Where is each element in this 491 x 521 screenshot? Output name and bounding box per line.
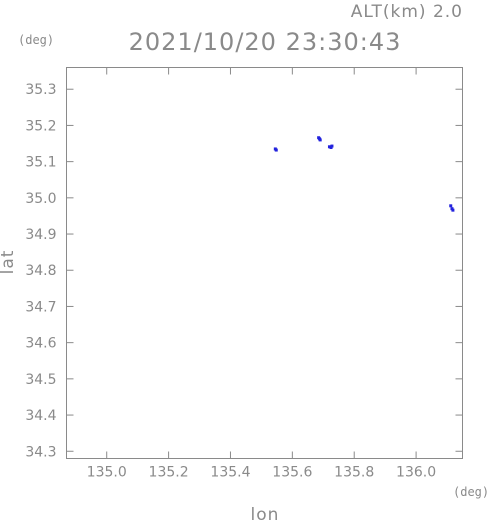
y-tick-label: 34.9 (25, 227, 56, 243)
y-tick-label: 34.8 (25, 263, 56, 279)
scatter-point (274, 148, 278, 152)
x-tick-label: 135.0 (87, 465, 127, 481)
scatter-point (449, 204, 453, 208)
y-tick-label: 34.5 (25, 372, 56, 388)
scatter-point (327, 145, 331, 149)
x-tick-label: 136.0 (396, 465, 436, 481)
chart-title-datetime: 2021/10/20 23:30:43 (129, 28, 402, 56)
scatter-point (318, 137, 322, 141)
y-axis-label: lat (0, 250, 18, 275)
y-tick-label: 35.0 (25, 191, 56, 207)
x-tick-label: 135.6 (272, 465, 312, 481)
y-tick-label: 34.6 (25, 336, 56, 352)
y-tick-label: 34.7 (25, 299, 56, 315)
scatter-point (451, 208, 455, 212)
x-tick-label: 135.4 (210, 465, 250, 481)
x-axis-ticks: 135.0 135.2 135.4 135.6 135.8 136.0 (87, 67, 436, 481)
y-axis-ticks: 34.3 34.4 34.5 34.6 34.7 34.8 34.9 35.0 35.1 35.2… (25, 82, 463, 460)
y-tick-label: 35.1 (25, 155, 56, 171)
lat-unit-label: (deg) (18, 33, 54, 47)
data-points (273, 136, 455, 212)
y-tick-label: 34.3 (25, 444, 56, 460)
y-tick-label: 35.2 (25, 118, 56, 134)
y-tick-label: 35.3 (25, 82, 56, 98)
lon-unit-label: (deg) (453, 485, 489, 499)
x-tick-label: 135.8 (334, 465, 374, 481)
y-tick-label: 34.4 (25, 408, 56, 424)
x-tick-label: 135.2 (149, 465, 189, 481)
altitude-label: ALT(km) 2.0 (351, 2, 463, 22)
scatter-point (330, 144, 334, 148)
x-axis-label: lon (251, 505, 280, 521)
plot-frame (66, 67, 463, 459)
